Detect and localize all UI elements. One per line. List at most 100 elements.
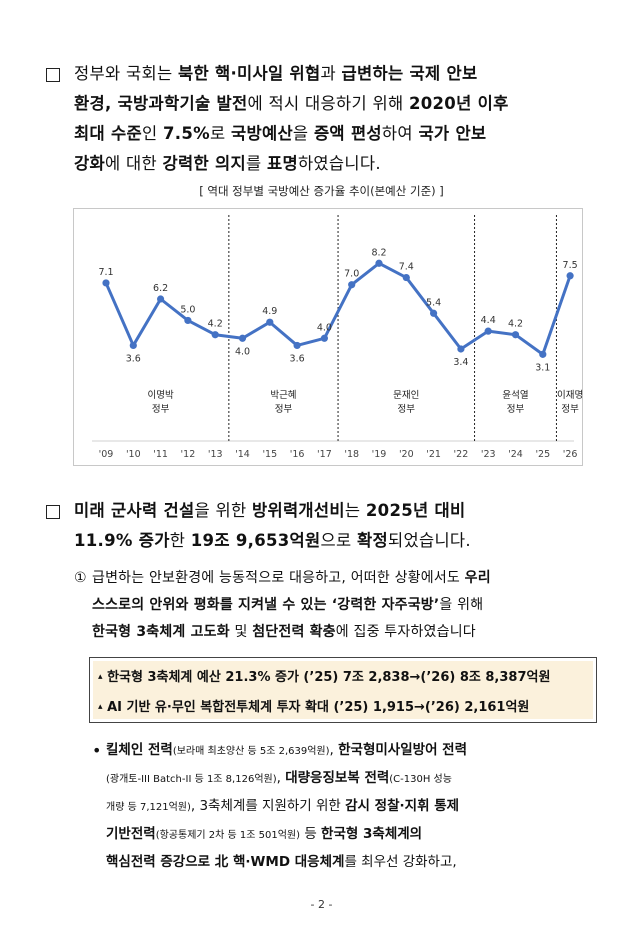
text-segment: 에 대한: [104, 154, 163, 173]
text-segment: 한국형 3축체계의: [321, 826, 423, 842]
data-label: 3.1: [535, 362, 550, 373]
text-segment: 스스로의 안위와 평화를 지켜낼 수 있는: [92, 597, 332, 613]
text-segment: 강력한 의지: [162, 154, 246, 173]
highlight-item-1: ▴ 한국형 3축체계 예산 21.3% 증가 (’25) 7조 2,838→(’…: [98, 666, 550, 685]
bullet-marker: •: [92, 741, 102, 760]
x-tick-label: '09: [99, 449, 114, 460]
text-segment: (보라매 최초양산 등 5조 2,639억원): [172, 746, 330, 757]
text-segment: 국방예산: [231, 124, 293, 143]
text-segment: 에 적시 대응하기 위해: [247, 94, 409, 113]
page-number: - 2 -: [310, 898, 333, 911]
text-segment: 정부와 국회는: [74, 64, 178, 83]
text-segment: 7.5%: [163, 124, 210, 143]
text-segment: 하여: [381, 124, 419, 143]
data-label: 4.0: [235, 346, 250, 357]
data-label: 3.4: [453, 357, 468, 368]
text-segment: 에 집중 투자하였습니다: [335, 624, 476, 640]
sub-point-marker: ①: [74, 570, 87, 586]
text-segment: (광개토-III Batch-II 등 1조 8,126억원): [106, 774, 277, 785]
text-line: 11.9% 증가한 19조 9,653억원으로 확정되었습니다.: [74, 526, 471, 556]
section-2-checkbox: [46, 505, 60, 519]
highlight-fill: [93, 661, 593, 719]
data-label: 7.5: [563, 260, 578, 271]
text-segment: 미래 군사력 건설: [74, 501, 195, 520]
text-segment: 한국형 3축체계 고도화: [92, 624, 230, 640]
text-line: 스스로의 안위와 평화를 지켜낼 수 있는 ‘강력한 자주국방’을 위해: [92, 592, 491, 619]
chart-frame: 이명박 정부 박근혜 정부 문재인 정부 윤석열 정부 이재명 정부 '09 '10 '11 '12 '13…: [73, 208, 583, 466]
text-segment: 인: [141, 124, 163, 143]
text-segment: 로: [209, 124, 231, 143]
data-point: [293, 341, 301, 350]
text-segment: 환경, 국방과학기술 발전: [74, 94, 248, 113]
text-segment: 대량응징보복 전력: [285, 770, 390, 786]
text-segment: 감시 정찰·지휘 통제: [345, 798, 460, 814]
text-segment: 북한 핵·미사일 위협: [177, 64, 321, 83]
data-label: 3.6: [290, 353, 305, 364]
text-segment: , 3축체계를 지원하기 위한: [190, 798, 346, 814]
government-label: 문재인: [393, 390, 419, 401]
text-segment: 첨단전력 확충: [252, 624, 336, 640]
text-segment: ,: [276, 770, 286, 786]
text-line: 환경, 국방과학기술 발전에 적시 대응하기 위해 2020년 이후: [74, 89, 509, 119]
data-point: [402, 273, 410, 282]
text-segment: 킬체인 전력: [106, 742, 173, 758]
triangle-icon: ▴: [98, 672, 103, 682]
government-suffix: 정부: [275, 404, 293, 415]
x-tick-label: '16: [290, 449, 305, 460]
triangle-icon: ▴: [98, 702, 103, 712]
data-point: [457, 345, 465, 353]
text-segment: 기반전력: [106, 826, 156, 842]
x-tick-label: '15: [262, 449, 277, 460]
text-segment: 되었습니다.: [388, 531, 471, 550]
text-segment: (C-130H 성능: [389, 774, 452, 785]
government-suffix: 정부: [398, 404, 416, 415]
text-segment: 방위력개선비: [251, 501, 345, 520]
government-label: 박근혜: [270, 389, 296, 401]
text-segment: 과: [320, 64, 342, 83]
x-tick-label: '20: [399, 449, 414, 460]
text-segment: 증액 편성: [313, 124, 382, 143]
text-segment: 강화: [74, 154, 105, 173]
section-2-paragraph: 미래 군사력 건설을 위한 방위력개선비는 2025년 대비 11.9% 증가한 …: [74, 496, 471, 556]
data-label: 6.2: [153, 283, 168, 294]
text-segment: 한: [169, 531, 191, 550]
x-tick-label: '10: [126, 449, 141, 460]
text-segment: 을 위해: [439, 597, 484, 613]
text-segment: 국가 안보: [418, 124, 487, 143]
x-tick-label: '12: [181, 449, 196, 460]
text-line: 강화에 대한 강력한 의지를 표명하였습니다.: [74, 149, 509, 179]
data-label: 4.9: [262, 306, 277, 317]
government-suffix: 정부: [561, 404, 579, 415]
data-point: [211, 331, 219, 339]
highlight-item-2: ▴ AI 기반 유·무인 복합전투체계 투자 확대 (’25) 1,915→(’…: [98, 696, 529, 715]
data-label: 5.4: [426, 297, 441, 308]
data-label: 4.2: [208, 319, 223, 330]
data-label: 7.1: [98, 267, 113, 278]
text-segment: ,: [329, 742, 339, 758]
data-label: 4.0: [317, 322, 332, 333]
highlight-item-text: 한국형 3축체계 예산 21.3% 증가 (’25) 7조 2,838→(’26…: [107, 670, 551, 685]
text-segment: 으로: [320, 531, 358, 550]
text-line: 개량 등 7,121억원), 3축체계를 지원하기 위한 감시 정찰·지휘 통제: [106, 793, 467, 821]
text-segment: 2025년 대비: [365, 501, 466, 520]
highlight-box: ▴ 한국형 3축체계 예산 21.3% 증가 (’25) 7조 2,838→(’…: [89, 657, 597, 723]
text-segment: ‘강력한 자주국방’: [331, 597, 440, 613]
data-point: [566, 272, 574, 280]
highlight-item-text: AI 기반 유·무인 복합전투체계 투자 확대 (’25) 1,915→(’26…: [107, 700, 530, 715]
data-point: [348, 281, 356, 289]
data-label: 7.4: [399, 262, 414, 273]
text-segment: 는: [344, 501, 366, 520]
data-label: 3.6: [126, 353, 141, 364]
text-segment: 우리: [464, 570, 491, 586]
x-tick-label: '22: [454, 449, 469, 460]
data-label: 5.0: [180, 304, 195, 315]
text-segment: 을 위한: [194, 501, 252, 520]
government-suffix: 정부: [152, 404, 170, 415]
government-suffix: 정부: [507, 404, 525, 415]
text-segment: 를: [245, 154, 267, 173]
text-segment: 19조 9,653억원: [190, 531, 321, 550]
text-segment: 핵심전력 증강으로: [106, 854, 215, 870]
text-segment: 확정: [357, 531, 389, 550]
x-tick-label: '25: [535, 449, 550, 460]
